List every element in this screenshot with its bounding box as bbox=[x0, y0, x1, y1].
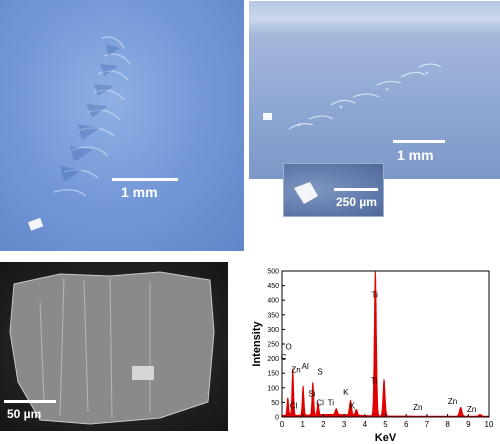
chart-canvas: 0 1 2 3 4 5 6 7 8 9 100501001502002503003504004505… bbox=[251, 269, 494, 444]
y-tick-label: 400 bbox=[267, 298, 279, 305]
scale-label: 1 mm bbox=[397, 147, 434, 163]
x-tick-label: 4 bbox=[363, 420, 368, 429]
y-tick-label: 100 bbox=[267, 385, 279, 392]
scale-bar bbox=[4, 400, 56, 403]
peak-label: O bbox=[286, 342, 292, 351]
x-axis-label: KeV bbox=[375, 432, 397, 444]
sem-image: 50 µm bbox=[0, 262, 228, 431]
peak-label: K bbox=[350, 402, 356, 411]
peak-label: Zn bbox=[448, 397, 457, 406]
eds-spectrum-chart: 0 1 2 3 4 5 6 7 8 9 10 0 50 100 150 200 250 300 350 400 450 5… bbox=[235, 255, 500, 444]
particle bbox=[263, 113, 272, 120]
peak-label: C bbox=[281, 353, 287, 362]
scale-label: 50 µm bbox=[7, 407, 42, 421]
scale-label: 250 µm bbox=[336, 195, 377, 209]
scale-bar bbox=[334, 188, 378, 191]
y-tick-label: 450 bbox=[267, 283, 279, 290]
peak-label: S bbox=[317, 367, 322, 376]
optical-inset-image: 250 µm bbox=[283, 163, 384, 217]
y-tick-label: 150 bbox=[267, 371, 279, 378]
y-axis-label: Intensity bbox=[251, 321, 263, 367]
peak-label: Zn bbox=[467, 405, 476, 414]
peak-label: Cl bbox=[316, 399, 324, 408]
peak-label: Ti bbox=[328, 399, 335, 408]
peak-label: Cl bbox=[290, 401, 298, 410]
optical-image-top-left: 1 mm bbox=[0, 0, 244, 251]
scale-bar bbox=[112, 178, 178, 181]
optical-texture-top-left bbox=[27, 36, 131, 231]
optical-texture-top-right bbox=[263, 63, 442, 130]
optical-image-top-right: 1 mm bbox=[249, 1, 500, 179]
y-tick-label: 500 bbox=[267, 269, 279, 276]
peak-label: K bbox=[343, 388, 349, 397]
inset-particle bbox=[294, 182, 318, 204]
particle bbox=[27, 217, 44, 231]
sem-particle bbox=[9, 271, 215, 425]
peak-label: Ti bbox=[371, 377, 378, 386]
peak-label: Zn bbox=[291, 365, 300, 374]
y-tick-label: 50 bbox=[271, 400, 279, 407]
y-tick-label: 250 bbox=[267, 342, 279, 349]
x-tick-label: 0 bbox=[280, 420, 285, 429]
x-tick-label: 1 bbox=[300, 420, 305, 429]
y-tick-label: 350 bbox=[267, 312, 279, 319]
x-tick-label: 6 bbox=[404, 420, 409, 429]
x-tick-label: 8 bbox=[445, 420, 450, 429]
y-tick-label: 200 bbox=[267, 356, 279, 363]
spectrum-series bbox=[281, 270, 490, 418]
y-tick-label: 300 bbox=[267, 327, 279, 334]
x-tick-label: 5 bbox=[383, 420, 388, 429]
x-tick-label: 7 bbox=[425, 420, 430, 429]
peak-label: Si bbox=[308, 390, 315, 399]
peak-label: Ti bbox=[372, 290, 379, 299]
x-tick-label: 9 bbox=[466, 420, 471, 429]
scale-bar bbox=[393, 140, 445, 143]
peak-label: Al bbox=[302, 362, 309, 371]
scale-label: 1 mm bbox=[121, 184, 158, 200]
x-tick-label: 10 bbox=[485, 420, 494, 429]
x-tick-label: 3 bbox=[342, 420, 347, 429]
x-tick-label: 2 bbox=[321, 420, 326, 429]
peak-label: Zn bbox=[413, 403, 422, 412]
y-tick-label: 0 bbox=[275, 415, 279, 422]
